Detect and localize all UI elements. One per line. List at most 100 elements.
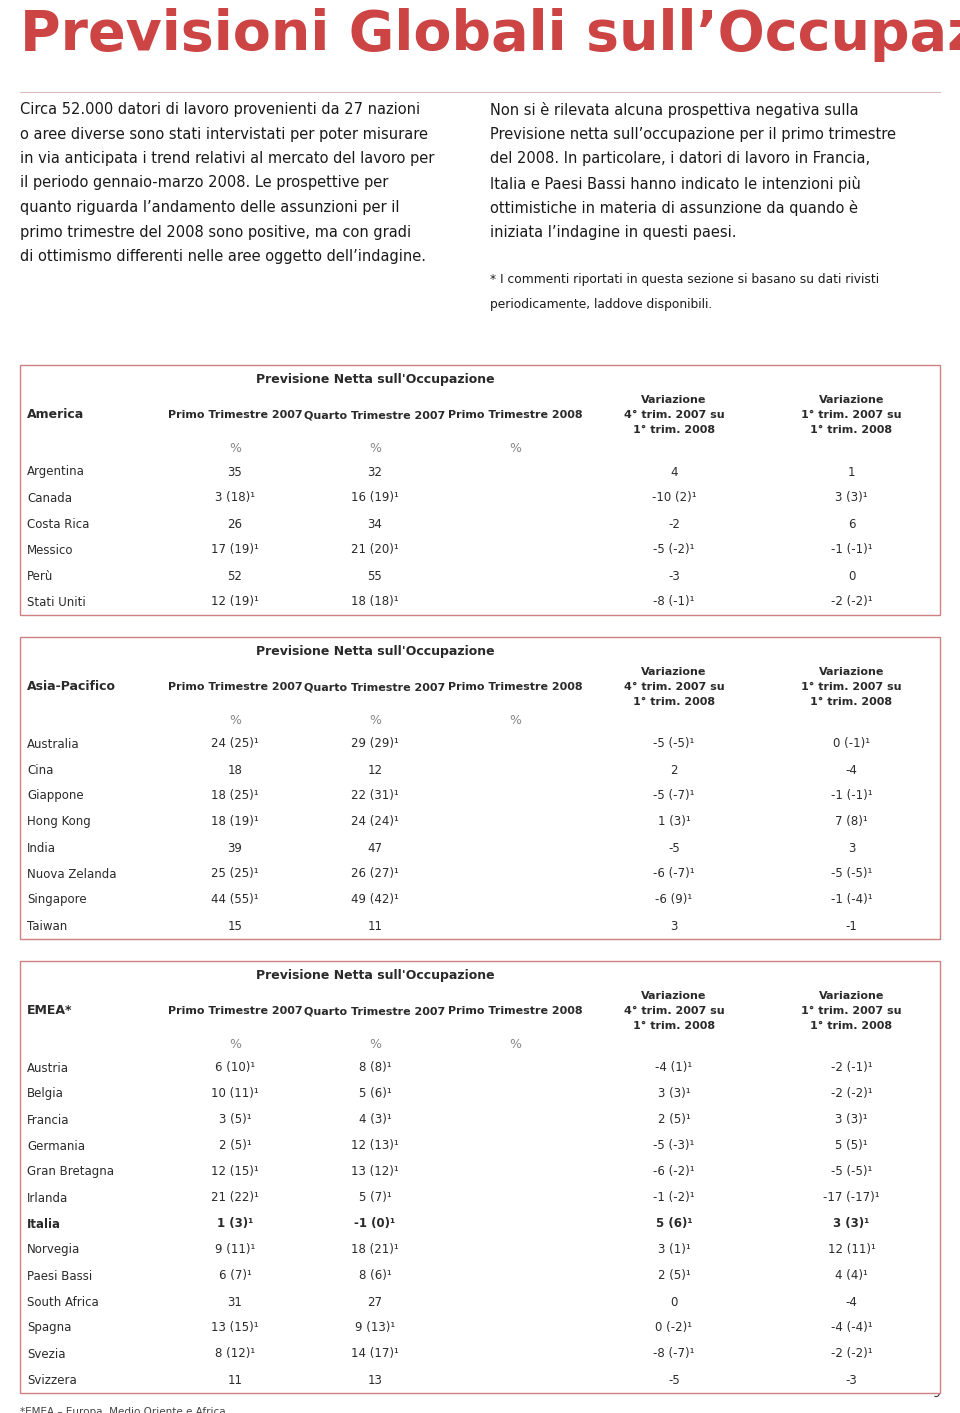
Text: 5 (6)¹: 5 (6)¹ (359, 1088, 392, 1101)
Text: 3 (3)¹: 3 (3)¹ (835, 1113, 868, 1126)
Text: 22 (31)¹: 22 (31)¹ (351, 790, 398, 803)
Text: -8 (-7)¹: -8 (-7)¹ (653, 1348, 695, 1361)
Bar (20, 887, 940, 913)
Text: 1° trim. 2007 su: 1° trim. 2007 su (802, 410, 901, 420)
Text: 32: 32 (368, 465, 382, 479)
Text: ottimistiche in materia di assunzione da quando è: ottimistiche in materia di assunzione da… (490, 201, 858, 216)
Text: 12 (19)¹: 12 (19)¹ (211, 595, 259, 609)
Text: Quarto Trimestre 2007: Quarto Trimestre 2007 (304, 1006, 445, 1016)
Text: %: % (369, 714, 381, 726)
Text: Belgia: Belgia (27, 1088, 64, 1101)
Text: Spagna: Spagna (27, 1321, 71, 1334)
Bar (20, 637, 940, 709)
Text: -4 (-4)¹: -4 (-4)¹ (830, 1321, 873, 1334)
Text: 4 (5)¹: 4 (5)¹ (498, 1191, 532, 1204)
Bar (445, 1211, 585, 1236)
Text: %: % (509, 1037, 521, 1050)
Text: 4 (4)¹: 4 (4)¹ (835, 1269, 868, 1283)
Bar (20, 1056, 940, 1081)
Text: 18 (21)¹: 18 (21)¹ (351, 1243, 398, 1256)
Bar (20, 365, 940, 615)
Text: 6 (8)¹: 6 (8)¹ (498, 1113, 532, 1126)
Text: 3 (1)¹: 3 (1)¹ (658, 1243, 690, 1256)
Bar (20, 1159, 940, 1186)
Text: %: % (229, 441, 241, 455)
Text: Previsione Netta sull'Occupazione: Previsione Netta sull'Occupazione (255, 644, 494, 657)
Text: 1° trim. 2008: 1° trim. 2008 (633, 425, 715, 435)
Text: Quarto Trimestre 2007: Quarto Trimestre 2007 (304, 682, 445, 692)
Bar (20, 1289, 940, 1316)
Text: 49 (42)¹: 49 (42)¹ (351, 893, 399, 907)
Text: 1° trim. 2008: 1° trim. 2008 (810, 1020, 893, 1030)
Bar (445, 512, 585, 537)
Text: o aree diverse sono stati intervistati per poter misurare: o aree diverse sono stati intervistati p… (20, 127, 428, 141)
Text: 0 (-2)¹: 0 (-2)¹ (656, 1321, 692, 1334)
Bar (20, 1033, 940, 1056)
Bar (445, 562, 585, 589)
Text: 7 (10)¹: 7 (10)¹ (494, 1166, 535, 1178)
Text: 3: 3 (848, 842, 855, 855)
Text: 17 (24)¹: 17 (24)¹ (492, 790, 539, 803)
Bar (445, 835, 585, 861)
Text: 14 (17)¹: 14 (17)¹ (351, 1348, 399, 1361)
Text: Circa 52.000 datori di lavoro provenienti da 27 nazioni: Circa 52.000 datori di lavoro provenient… (20, 102, 420, 117)
Text: 1° trim. 2008: 1° trim. 2008 (633, 697, 715, 706)
Bar (20, 961, 940, 1033)
Text: 0: 0 (848, 569, 855, 582)
Text: -6 (-2)¹: -6 (-2)¹ (653, 1166, 695, 1178)
Text: 13 (15)¹: 13 (15)¹ (211, 1321, 259, 1334)
Text: 11: 11 (368, 920, 382, 933)
Text: -2 (-2)¹: -2 (-2)¹ (830, 1088, 873, 1101)
Text: 55: 55 (368, 569, 382, 582)
Text: %: % (369, 1037, 381, 1050)
Text: 18 (25)¹: 18 (25)¹ (211, 790, 259, 803)
Text: -1 (0)¹: -1 (0)¹ (354, 1218, 396, 1231)
Text: 25 (25)¹: 25 (25)¹ (211, 868, 259, 880)
Text: 10 (11)¹: 10 (11)¹ (492, 1269, 539, 1283)
Text: 35: 35 (228, 465, 242, 479)
Text: 3 (18)¹: 3 (18)¹ (215, 492, 255, 504)
Text: Variazione: Variazione (819, 992, 884, 1002)
Text: Italia e Paesi Bassi hanno indicato le intenzioni più: Italia e Paesi Bassi hanno indicato le i… (490, 175, 861, 192)
Bar (20, 1316, 940, 1341)
Text: 26 (27)¹: 26 (27)¹ (351, 868, 399, 880)
Bar (20, 835, 940, 861)
Text: Australia: Australia (27, 738, 80, 750)
Text: 18 (19)¹: 18 (19)¹ (211, 815, 259, 828)
Text: America: America (27, 408, 84, 421)
Text: 3: 3 (670, 920, 678, 933)
Bar (20, 961, 940, 1393)
Text: 24 (24)¹: 24 (24)¹ (492, 738, 539, 750)
Text: 13 (12)¹: 13 (12)¹ (351, 1166, 398, 1178)
Text: Primo Trimestre 2008: Primo Trimestre 2008 (447, 410, 583, 420)
Bar (20, 913, 940, 940)
Text: Paesi Bassi: Paesi Bassi (27, 1269, 92, 1283)
Text: -2 (-2)¹: -2 (-2)¹ (830, 1348, 873, 1361)
Text: 52: 52 (508, 569, 522, 582)
Text: iniziata l’indagine in questi paesi.: iniziata l’indagine in questi paesi. (490, 225, 736, 239)
Bar (445, 1056, 585, 1081)
Text: *EMEA – Europa, Medio Oriente e Africa.: *EMEA – Europa, Medio Oriente e Africa. (20, 1407, 229, 1413)
Text: -17 (-17)¹: -17 (-17)¹ (823, 1191, 879, 1204)
Bar (20, 589, 940, 615)
Text: 8 (12)¹: 8 (12)¹ (215, 1348, 255, 1361)
Text: Hong Kong: Hong Kong (27, 815, 91, 828)
Text: 27: 27 (508, 1296, 522, 1308)
Text: 2: 2 (670, 763, 678, 777)
Bar (445, 1159, 585, 1186)
Text: 52: 52 (228, 569, 243, 582)
Bar (20, 1186, 940, 1211)
Bar (445, 810, 585, 835)
Text: 6 (10)¹: 6 (10)¹ (215, 1061, 255, 1074)
Bar (445, 1106, 585, 1133)
Text: in via anticipata i trend relativi al mercato del lavoro per: in via anticipata i trend relativi al me… (20, 151, 434, 165)
Text: Primo Trimestre 2008: Primo Trimestre 2008 (447, 1006, 583, 1016)
Text: Gran Bretagna: Gran Bretagna (27, 1166, 114, 1178)
Text: India: India (27, 842, 56, 855)
Bar (445, 1133, 585, 1159)
Text: Previsione netta sull’occupazione per il primo trimestre: Previsione netta sull’occupazione per il… (490, 127, 896, 141)
Text: 16 (19)¹: 16 (19)¹ (351, 492, 399, 504)
Text: 1 (3)¹: 1 (3)¹ (217, 1218, 253, 1231)
Text: Nuova Zelanda: Nuova Zelanda (27, 868, 116, 880)
Text: %: % (229, 714, 241, 726)
